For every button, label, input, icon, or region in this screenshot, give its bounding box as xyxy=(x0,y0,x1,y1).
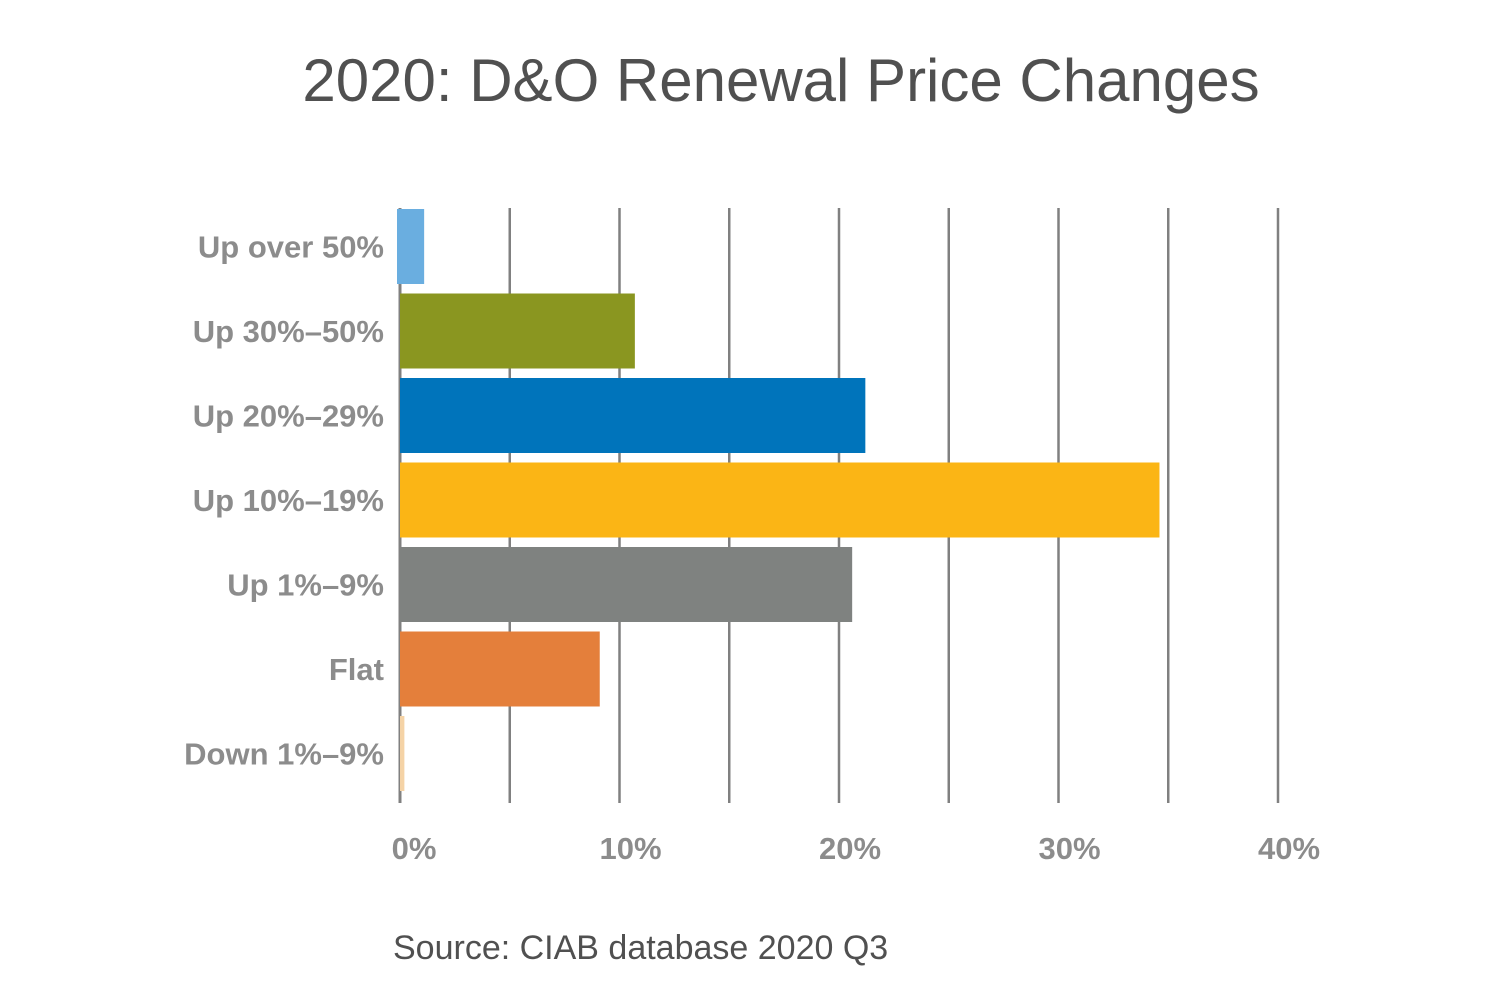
category-labels: Up over 50% Up 30%–50% Up 20%–29% Up 10%–19… xyxy=(184,230,384,772)
x-tick-labels: 0% 10% 20% 30% 40% xyxy=(392,831,1320,866)
source-note: Source: CIAB database 2020 Q3 xyxy=(393,929,888,967)
category-label: Flat xyxy=(329,652,384,687)
x-tick-label: 40% xyxy=(1258,831,1320,866)
category-label: Down 1%–9% xyxy=(184,737,384,772)
category-label: Up 20%–29% xyxy=(193,399,384,434)
bar xyxy=(400,462,1160,538)
x-tick-label: 30% xyxy=(1038,831,1100,866)
bar xyxy=(400,716,405,791)
bar xyxy=(397,209,425,284)
x-tick-label: 20% xyxy=(819,831,881,866)
chart-title: 2020: D&O Renewal Price Changes xyxy=(302,47,1259,114)
x-tick-label: 0% xyxy=(392,831,437,866)
category-label: Up 1%–9% xyxy=(227,568,384,603)
bars xyxy=(397,209,1160,791)
x-tick-label: 10% xyxy=(599,831,661,866)
category-label: Up 30%–50% xyxy=(193,314,384,349)
category-label: Up 10%–19% xyxy=(193,483,384,518)
bar xyxy=(400,378,866,453)
bar xyxy=(400,547,853,622)
bar xyxy=(400,293,635,369)
bar xyxy=(400,631,600,707)
category-label: Up over 50% xyxy=(198,230,384,265)
